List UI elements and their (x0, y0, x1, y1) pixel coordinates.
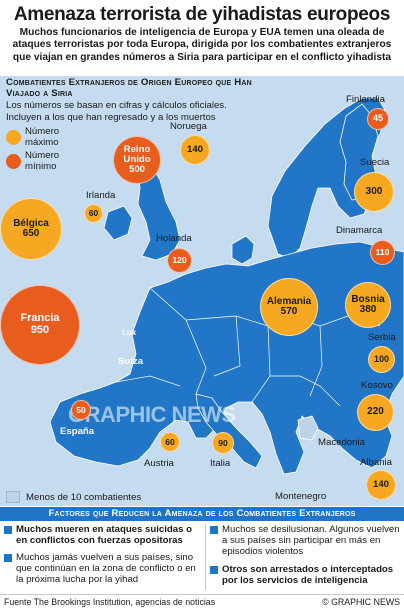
label-lux: Lux (122, 328, 137, 337)
factors-divider (205, 524, 206, 590)
bubble-dinamarca: 110 (370, 240, 395, 265)
factor-item-4: Otros son arrestados o interceptados por… (210, 564, 400, 586)
legend-max: Número máximo (6, 126, 75, 148)
label-espana: España (60, 426, 95, 437)
factor-bullet-2 (210, 526, 218, 534)
bubble-kosovo: 220 (357, 394, 394, 431)
factors-heading: Factores que Reducen la Amenaza de los C… (0, 507, 404, 521)
label-serbia: Serbia (368, 332, 396, 343)
bubble-alemania: Alemania 570 (260, 278, 318, 336)
map-note: Los números se basan en cifras y cálculo… (6, 100, 227, 123)
label-holanda: Holanda (156, 233, 192, 244)
value-kosovo: 220 (367, 406, 384, 418)
label-suecia: Suecia (360, 157, 390, 168)
legend-min: Número mínimo (6, 150, 75, 172)
label-montenegro: Montenegro (275, 491, 327, 502)
legend: Número máximo Número mínimo (6, 126, 75, 175)
value-alemania: 570 (280, 306, 298, 317)
label-kosovo: Kosovo (361, 380, 393, 391)
legend-min-dot (6, 154, 21, 169)
bubble-albania: 140 (366, 470, 396, 500)
legend-max-label: Número máximo (25, 126, 60, 148)
legend-min-label: Número mínimo (25, 150, 60, 172)
factor-item-1: Muchos mueren en ataques suicidas o en c… (4, 524, 202, 546)
bubble-suecia: 300 (354, 172, 394, 212)
small-country-key: Menos de 10 combatientes (6, 491, 141, 503)
land-denmark (231, 235, 255, 265)
value-finlandia: 45 (372, 113, 383, 124)
factor-bullet-3 (4, 554, 12, 562)
bubble-noruega: 140 (180, 135, 210, 165)
factor-bullet-4 (210, 566, 218, 574)
footer-divider (0, 594, 404, 595)
factor-text-1: Muchos mueren en ataques suicidas o en c… (16, 524, 192, 546)
value-espana: 50 (76, 404, 86, 415)
land-balkan-small (297, 415, 319, 441)
label-finlandia: Finlandia (346, 94, 385, 105)
page-title: Amenaza terrorista de yihadistas europeo… (13, 4, 391, 25)
land-ireland (103, 205, 133, 241)
label-italia: Italia (210, 458, 231, 469)
label-suiza: Suiza (118, 356, 144, 367)
watermark-text: GRAPHIC NEWS (68, 402, 236, 427)
label-macedonia: Macedonia (318, 437, 365, 448)
name-belgica: Bélgica (13, 217, 49, 229)
value-bosnia: 380 (359, 304, 377, 315)
land-uk (137, 165, 181, 261)
label-albania: Albania (360, 457, 393, 468)
map-subtitle: Combatientes Extranjeros de Origen Europ… (6, 77, 252, 99)
brand-text: © GRAPHIC NEWS (322, 597, 400, 607)
value-dinamarca: 110 (375, 246, 390, 257)
bubble-francia: Francia 950 (0, 285, 80, 365)
legend-max-dot (6, 130, 21, 145)
value-suecia: 300 (365, 185, 383, 197)
bubble-irlanda: 60 (84, 204, 103, 223)
label-noruega: Noruega (170, 121, 207, 132)
small-country-label: Menos de 10 combatientes (26, 491, 142, 503)
bubble-italia: 90 (212, 432, 234, 454)
bubble-bosnia: Bosnia 380 (345, 282, 391, 328)
value-austria: 60 (165, 436, 175, 447)
bubble-espana: 50 (71, 400, 91, 420)
source-text: Fuente The Brookings Institution, agenci… (4, 597, 216, 607)
factor-bullet-1 (4, 526, 12, 534)
bubble-serbia: 100 (368, 346, 395, 373)
factor-text-4: Otros son arrestados o interceptados por… (222, 564, 394, 586)
value-noruega: 140 (186, 143, 203, 155)
factor-item-2: Muchos se desilusionan. Algunos vuelven … (210, 524, 400, 557)
value-francia: 950 (30, 324, 50, 336)
bubble-belgica: Bélgica 650 (0, 198, 62, 260)
small-country-swatch (6, 491, 20, 503)
name-alemania: Alemania (266, 295, 312, 307)
value-albania: 140 (372, 478, 389, 490)
name-bosnia: Bosnia (351, 293, 385, 305)
value-serbia: 100 (373, 353, 390, 364)
bubble-finlandia: 45 (367, 108, 389, 130)
name-reino-unido: Reino Unido (123, 143, 151, 165)
value-reino-unido: 500 (128, 164, 145, 176)
bubble-austria: 60 (160, 432, 180, 452)
bubble-holanda: 120 (167, 248, 192, 273)
factor-text-2: Muchos se desilusionan. Algunos vuelven … (222, 524, 400, 557)
label-irlanda: Irlanda (86, 190, 116, 201)
intro-text: Muchos funcionarios de inteligencia de E… (12, 27, 392, 63)
label-dinamarca: Dinamarca (336, 225, 383, 236)
value-irlanda: 60 (88, 208, 99, 219)
land-italy (195, 393, 263, 469)
value-italia: 90 (218, 437, 228, 448)
label-austria: Austria (144, 458, 174, 469)
bubble-reino-unido: Reino Unido 500 (113, 136, 161, 184)
value-holanda: 120 (172, 254, 187, 265)
factor-item-3: Muchos jamás vuelven a sus países, sino … (4, 552, 202, 585)
factor-text-3: Muchos jamás vuelven a sus países, sino … (16, 552, 196, 585)
value-belgica: 650 (22, 228, 40, 239)
name-francia: Francia (20, 312, 60, 325)
